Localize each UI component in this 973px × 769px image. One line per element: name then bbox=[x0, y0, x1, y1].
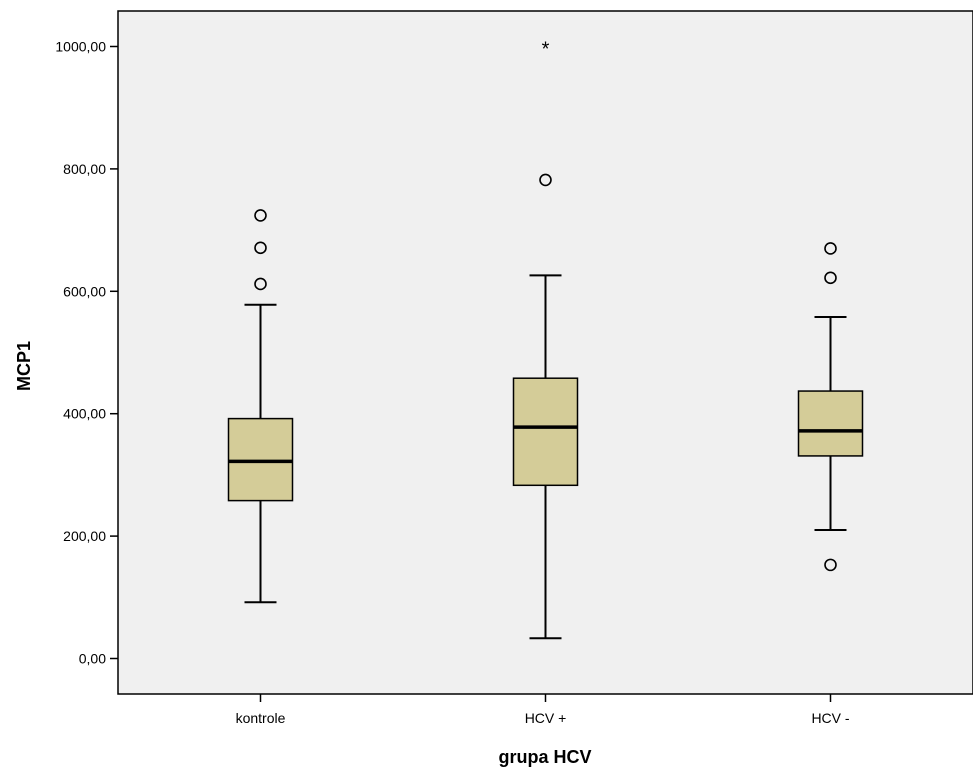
outlier-point bbox=[254, 277, 267, 291]
outlier-point bbox=[254, 209, 267, 222]
x-tick-label: HCV + bbox=[525, 710, 567, 726]
box-1: * bbox=[512, 38, 579, 640]
outlier-point bbox=[254, 241, 267, 255]
box-iqr bbox=[512, 377, 579, 487]
y-tick-label: 800,00 bbox=[63, 161, 106, 177]
y-tick-label: 0,00 bbox=[79, 651, 106, 667]
y-axis-label: MCP1 bbox=[14, 341, 34, 391]
y-tick-label: 400,00 bbox=[63, 406, 106, 422]
y-tick-label: 600,00 bbox=[63, 283, 106, 299]
outlier-point bbox=[539, 173, 552, 187]
x-tick-label: HCV - bbox=[811, 710, 849, 726]
x-tick-label: kontrole bbox=[236, 710, 286, 726]
box-0 bbox=[227, 209, 294, 604]
extreme-point: * bbox=[542, 38, 550, 60]
y-axis: 0,00 200,00 400,00 600,00 800,00 1000,00 bbox=[55, 38, 118, 667]
y-tick-label: 200,00 bbox=[63, 528, 106, 544]
box-iqr bbox=[227, 417, 294, 502]
box-2 bbox=[797, 242, 864, 572]
outlier-point bbox=[824, 242, 837, 255]
outlier-point bbox=[824, 271, 837, 285]
outlier-point bbox=[824, 558, 837, 572]
y-tick-label: 1000,00 bbox=[55, 38, 106, 54]
x-axis: kontrole HCV + HCV - bbox=[236, 694, 850, 726]
boxes-group: * bbox=[227, 38, 864, 640]
x-axis-label: grupa HCV bbox=[498, 747, 591, 767]
box-iqr bbox=[797, 390, 864, 457]
